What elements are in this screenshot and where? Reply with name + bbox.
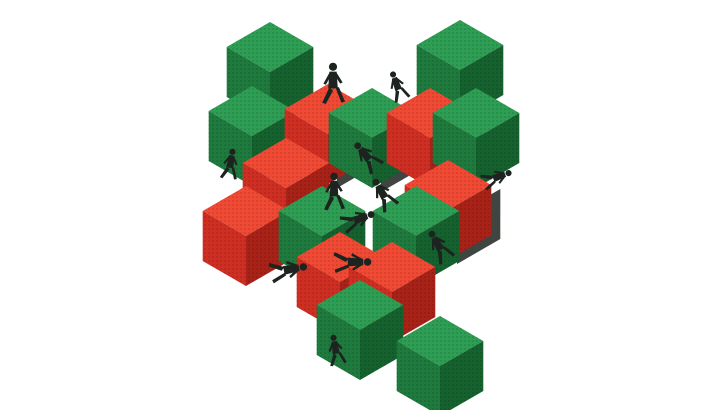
walking-figure [372,178,400,213]
walking-figure [268,260,308,284]
walking-figures [219,62,512,367]
green-cube [372,186,460,286]
red-cube [202,186,290,286]
green-cube [396,316,484,410]
walking-figure [328,334,347,367]
walking-figure [339,211,375,234]
green-cube [316,280,404,380]
walking-figure [219,148,238,180]
walking-figure [428,230,456,265]
walking-figure [390,71,411,103]
walking-figure [324,172,345,211]
cube-cluster [202,20,520,410]
walking-figure [333,252,372,274]
walking-figure [354,142,385,175]
walking-figure [322,62,345,104]
walking-figure [480,170,512,191]
